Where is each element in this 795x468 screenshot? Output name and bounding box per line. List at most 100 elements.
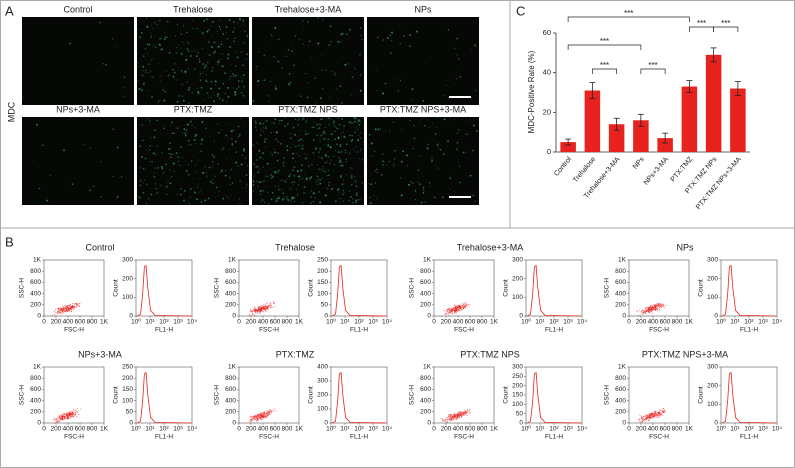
scatter-cloud (266, 413, 268, 415)
fluorescence-speck (407, 155, 409, 157)
fluorescence-speck (297, 184, 300, 186)
scatter-cloud (464, 414, 466, 416)
fluorescence-speck (210, 26, 212, 28)
fluorescence-speck (303, 186, 306, 188)
fluorescence-speck (275, 87, 277, 90)
scatter-cloud (258, 306, 260, 308)
fluorescence-speck (188, 143, 190, 146)
scatter-cloud (69, 308, 71, 310)
fluorescence-speck (335, 88, 337, 90)
fluorescence-speck (160, 99, 162, 101)
x-tick-label: 10⁰ (716, 425, 726, 433)
y-tick-label: 200 (317, 392, 328, 399)
fluorescence-speck (296, 170, 299, 173)
fluorescence-speck (356, 121, 359, 124)
scatter-cloud (57, 311, 59, 313)
error-bar (565, 138, 572, 146)
fluorescence-speck (270, 174, 272, 176)
scatter-cloud (648, 311, 650, 312)
fluorescence-speck (255, 120, 257, 123)
fluorescence-speck (317, 184, 319, 186)
scatter-cloud (648, 308, 650, 310)
fluorescence-speck (92, 185, 95, 188)
fluorescence-speck (329, 163, 331, 165)
fluorescence-speck (294, 34, 297, 37)
x-tick-label: 0 (237, 426, 241, 433)
fluorescence-speck (314, 148, 317, 150)
scatter-cloud (73, 413, 75, 415)
x-tick-label: 400 (453, 319, 464, 326)
y-tick-label: 400 (420, 397, 431, 404)
fluorescence-speck (210, 80, 213, 83)
fluorescence-speck (242, 22, 244, 24)
fluorescence-speck (191, 124, 193, 126)
fluorescence-speck (182, 157, 184, 159)
scatter-cloud (457, 413, 459, 415)
scatter-cloud (650, 417, 652, 419)
fluorescence-speck (459, 181, 461, 184)
scatter-cloud (445, 310, 447, 312)
fluorescence-speck (148, 43, 151, 46)
fluorescence-speck (473, 124, 475, 127)
fluorescence-speck (116, 146, 119, 149)
fluorescence-speck (261, 199, 264, 201)
fluorescence-speck (232, 129, 235, 132)
fluorescence-speck (350, 195, 352, 197)
scatter-cloud (59, 312, 61, 314)
fluorescence-speck (246, 53, 249, 56)
fluorescence-speck (341, 117, 344, 120)
fluorescence-speck (354, 179, 356, 182)
scatter-cloud (658, 306, 660, 308)
image-title: PTX:TMZ NPS (278, 104, 338, 114)
scatter-cloud (67, 305, 69, 306)
scatter-cloud (454, 412, 456, 414)
fluorescence-speck (100, 161, 102, 163)
scatter-cloud (253, 418, 255, 420)
fluorescence-speck (139, 179, 142, 182)
fluorescence-speck (400, 160, 403, 163)
fluorescence-speck (152, 152, 155, 155)
scatter-cloud (264, 309, 266, 311)
scatter-cloud (446, 417, 448, 418)
scatter-cloud (469, 412, 471, 414)
fluorescence-speck (232, 87, 234, 89)
x-tick-label: 1K (295, 319, 304, 326)
scatter-cloud (664, 410, 666, 412)
x-tick-label: 800 (87, 426, 98, 433)
fluorescence-speck (206, 92, 209, 94)
fluorescence-speck (180, 69, 183, 72)
y-axis-label: Count (503, 386, 510, 404)
fluorescence-speck (392, 121, 395, 123)
scatter-cloud (268, 305, 270, 307)
y-axis-label: Count (113, 386, 120, 404)
fluorescence-speck (199, 72, 202, 75)
fluorescence-speck (311, 57, 313, 59)
fluorescence-speck (185, 170, 187, 172)
fluorescence-speck (264, 186, 266, 188)
fluorescence-speck (443, 118, 446, 121)
fluorescence-speck (348, 152, 351, 155)
fluorescence-speck (242, 23, 244, 25)
scatter-cloud (655, 412, 657, 413)
scatter-cloud (59, 417, 61, 419)
scatter-cloud (460, 417, 462, 419)
y-axis-label: SSC-H (604, 278, 611, 299)
fluorescence-speck (244, 157, 246, 159)
fluorescence-speck (304, 153, 306, 155)
scatter-cloud (648, 419, 650, 421)
fluorescence-speck (220, 19, 222, 21)
scatter-cloud (267, 308, 268, 310)
fluorescence-speck (182, 25, 185, 27)
fluorescence-speck (333, 163, 336, 166)
y-tick-label: 0 (37, 420, 41, 427)
fluorescence-speck (343, 200, 345, 202)
fluorescence-speck (171, 153, 173, 156)
scatter-cloud (60, 419, 62, 421)
scatter-cloud (453, 419, 455, 421)
fluorescence-speck (423, 201, 425, 204)
fluorescence-speck (183, 199, 186, 202)
fluorescence-speck (355, 194, 358, 197)
fluorescence-speck (243, 86, 245, 88)
scatter-cloud (653, 306, 655, 308)
fluorescence-speck (359, 149, 362, 152)
